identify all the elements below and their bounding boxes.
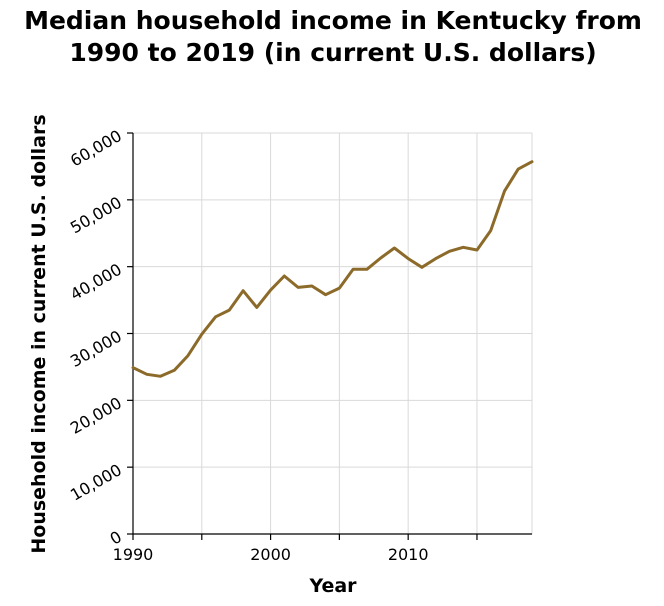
y-tick-label: 60,000 [67,126,125,170]
y-tick-label: 10,000 [67,460,125,504]
y-axis-label: Household income in current U.S. dollars [28,114,50,553]
x-tick-label: 1990 [113,545,154,564]
y-tick-label: 20,000 [67,393,125,437]
y-tick-label: 30,000 [67,327,125,371]
series-line [131,160,534,378]
grid [133,132,533,534]
y-tick-label: 40,000 [67,260,125,304]
chart-title-line-2: 1990 to 2019 (in current U.S. dollars) [69,38,596,67]
ticks: 010,00020,00030,00040,00050,00060,000199… [67,126,478,564]
x-axis-label: Year [308,575,357,597]
series-layer [131,160,534,378]
chart-title-line-1: Median household income in Kentucky from [24,6,642,35]
y-tick-label: 50,000 [67,193,125,237]
x-tick-label: 2010 [388,545,429,564]
x-tick-label: 2000 [250,545,291,564]
